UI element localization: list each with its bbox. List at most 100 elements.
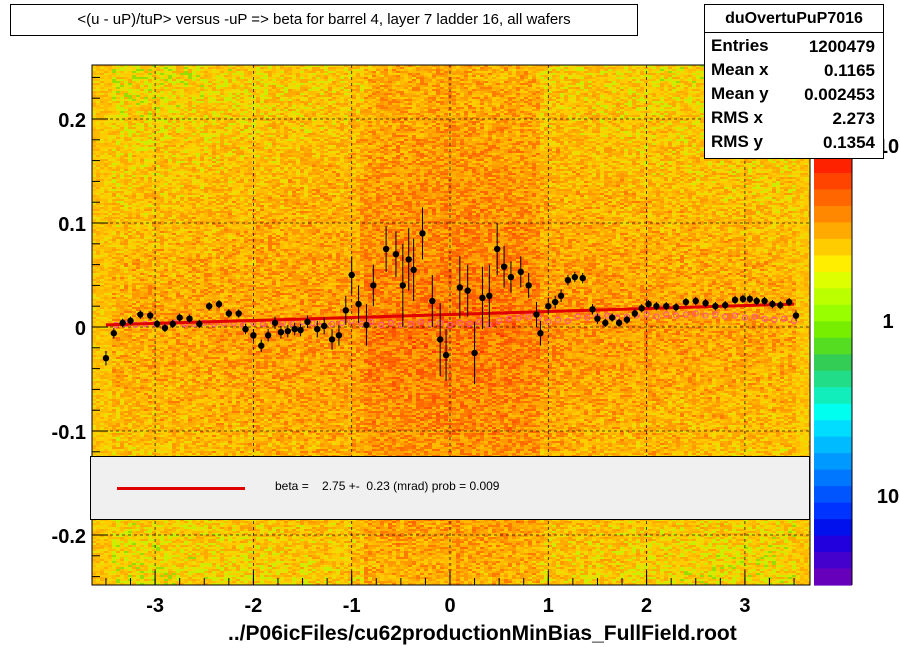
heatmap-cell bbox=[408, 79, 412, 81]
heatmap-cell bbox=[164, 73, 168, 75]
heatmap-cell bbox=[288, 79, 292, 81]
heatmap-cell bbox=[232, 97, 236, 99]
heatmap-cell bbox=[272, 107, 276, 109]
heatmap-cell bbox=[164, 93, 168, 95]
heatmap-cell bbox=[404, 93, 408, 95]
heatmap-cell bbox=[400, 69, 404, 71]
heatmap-cell bbox=[364, 81, 368, 83]
heatmap-cell bbox=[628, 113, 632, 115]
heatmap-cell bbox=[500, 83, 504, 85]
heatmap-cell bbox=[592, 99, 596, 101]
heatmap-cell bbox=[104, 79, 108, 81]
heatmap-cell bbox=[356, 77, 360, 79]
heatmap-cell bbox=[632, 87, 636, 89]
heatmap-cell bbox=[220, 113, 224, 115]
heatmap-cell bbox=[172, 85, 176, 87]
heatmap-cell bbox=[284, 109, 288, 111]
heatmap-cell bbox=[556, 91, 560, 93]
heatmap-cell bbox=[156, 113, 160, 115]
heatmap-cell bbox=[96, 105, 100, 107]
heatmap-cell bbox=[296, 115, 300, 117]
heatmap-cell bbox=[396, 81, 400, 83]
heatmap-cell bbox=[264, 87, 268, 89]
heatmap-cell bbox=[416, 69, 420, 71]
heatmap-cell bbox=[660, 101, 664, 103]
heatmap-cell bbox=[184, 109, 188, 111]
heatmap-cell bbox=[420, 101, 424, 103]
heatmap-cell bbox=[264, 77, 268, 79]
heatmap-cell bbox=[300, 99, 304, 101]
heatmap-cell bbox=[188, 103, 192, 105]
heatmap-cell bbox=[184, 111, 188, 113]
heatmap-cell bbox=[104, 113, 108, 115]
heatmap-cell bbox=[440, 113, 444, 115]
heatmap-cell bbox=[260, 107, 264, 109]
heatmap-cell bbox=[536, 87, 540, 89]
heatmap-cell bbox=[476, 91, 480, 93]
heatmap-cell bbox=[668, 73, 672, 75]
heatmap-cell bbox=[568, 101, 572, 103]
heatmap-cell bbox=[164, 113, 168, 115]
heatmap-cell bbox=[676, 91, 680, 93]
heatmap-cell bbox=[148, 83, 152, 85]
heatmap-cell bbox=[320, 115, 324, 117]
heatmap-cell bbox=[96, 79, 100, 81]
heatmap-cell bbox=[564, 91, 568, 93]
heatmap-cell bbox=[432, 91, 436, 93]
heatmap-cell bbox=[104, 101, 108, 103]
heatmap-cell bbox=[464, 101, 468, 103]
heatmap-cell bbox=[584, 81, 588, 83]
heatmap-cell bbox=[124, 97, 128, 99]
heatmap-cell bbox=[440, 67, 444, 69]
heatmap-cell bbox=[620, 75, 624, 77]
heatmap-cell bbox=[576, 89, 580, 91]
heatmap-cell bbox=[104, 85, 108, 87]
heatmap-cell bbox=[556, 105, 560, 107]
heatmap-cell bbox=[648, 91, 652, 93]
heatmap-cell bbox=[392, 79, 396, 81]
heatmap-cell bbox=[248, 83, 252, 85]
heatmap-cell bbox=[504, 103, 508, 105]
heatmap-cell bbox=[504, 111, 508, 113]
heatmap-cell bbox=[224, 67, 228, 69]
heatmap-cell bbox=[156, 101, 160, 103]
heatmap-cell bbox=[164, 115, 168, 117]
heatmap-cell bbox=[320, 75, 324, 77]
heatmap-cell bbox=[148, 97, 152, 99]
heatmap-cell bbox=[636, 113, 640, 115]
heatmap-cell bbox=[360, 115, 364, 117]
heatmap-cell bbox=[596, 111, 600, 113]
heatmap-cell bbox=[148, 91, 152, 93]
heatmap-cell bbox=[200, 105, 204, 107]
heatmap-cell bbox=[228, 113, 232, 115]
heatmap-cell bbox=[152, 75, 156, 77]
heatmap-cell bbox=[696, 71, 700, 73]
heatmap-cell bbox=[580, 113, 584, 115]
heatmap-cell bbox=[280, 71, 284, 73]
heatmap-cell bbox=[128, 71, 132, 73]
heatmap-cell bbox=[580, 109, 584, 111]
heatmap-cell bbox=[688, 79, 692, 81]
heatmap-cell bbox=[272, 105, 276, 107]
heatmap-cell bbox=[296, 73, 300, 75]
heatmap-cell bbox=[464, 69, 468, 71]
heatmap-cell bbox=[644, 77, 648, 79]
heatmap-cell bbox=[576, 81, 580, 83]
heatmap-cell bbox=[140, 107, 144, 109]
heatmap-cell bbox=[532, 109, 536, 111]
heatmap-cell bbox=[120, 75, 124, 77]
heatmap-cell bbox=[128, 89, 132, 91]
heatmap-cell bbox=[668, 109, 672, 111]
heatmap-cell bbox=[236, 79, 240, 81]
heatmap-cell bbox=[676, 67, 680, 69]
heatmap-cell bbox=[668, 67, 672, 69]
heatmap-cell bbox=[500, 67, 504, 69]
heatmap-cell bbox=[356, 97, 360, 99]
heatmap-cell bbox=[652, 67, 656, 69]
heatmap-cell bbox=[352, 91, 356, 93]
heatmap-cell bbox=[504, 99, 508, 101]
heatmap-cell bbox=[596, 83, 600, 85]
heatmap-cell bbox=[496, 77, 500, 79]
heatmap-cell bbox=[204, 97, 208, 99]
heatmap-cell bbox=[288, 103, 292, 105]
